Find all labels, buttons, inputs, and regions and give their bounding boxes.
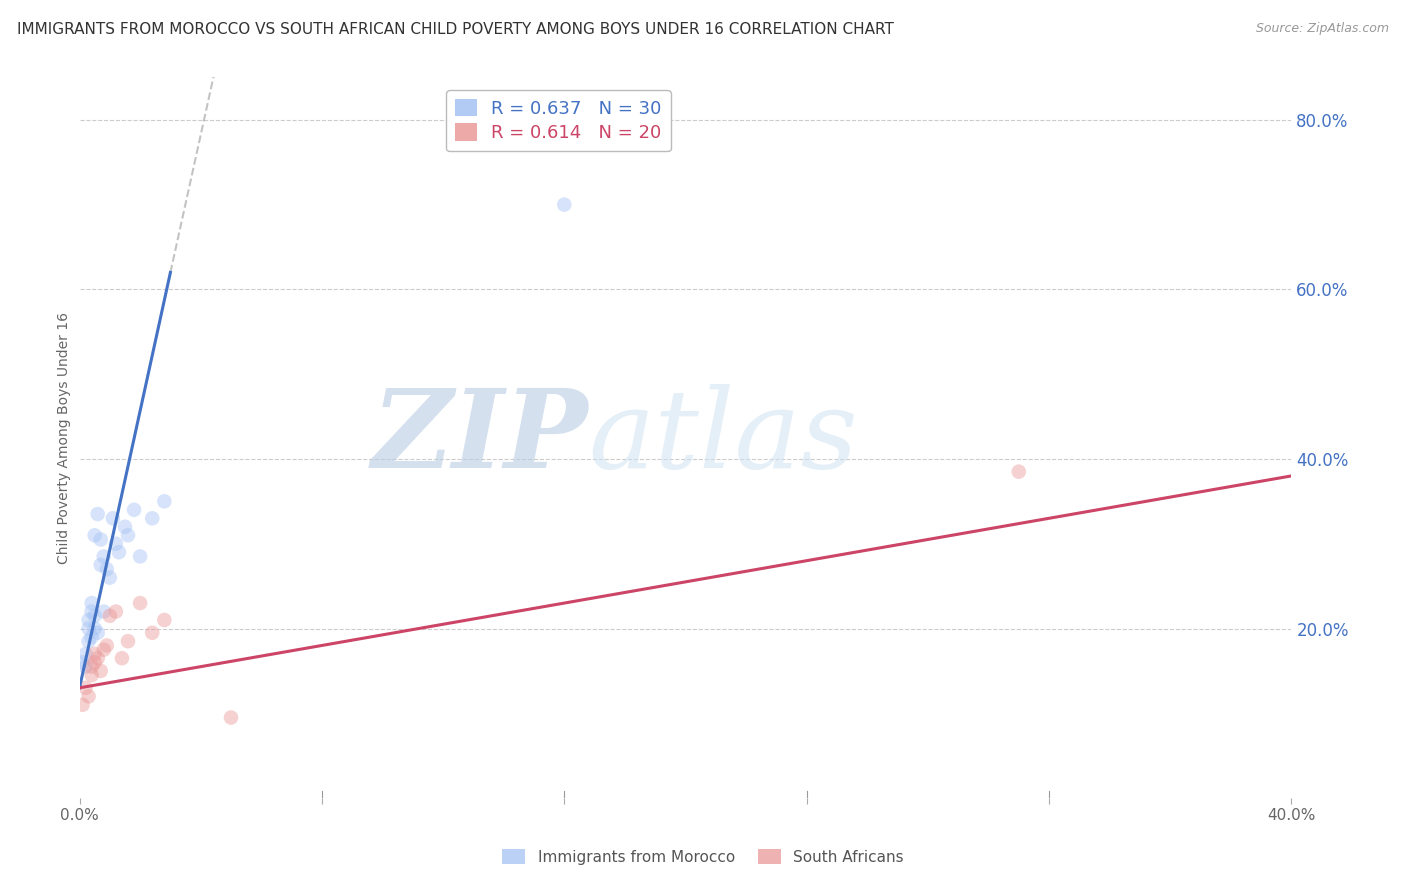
Point [77,622,100,636]
Text: atlas: atlas [589,384,858,491]
Point [122,503,145,517]
Point [141,625,163,640]
Point [111,651,134,665]
Point [75,681,97,695]
Point [114,520,136,534]
Point [117,634,139,648]
Text: IMMIGRANTS FROM MOROCCO VS SOUTH AFRICAN CHILD POVERTY AMONG BOYS UNDER 16 CORRE: IMMIGRANTS FROM MOROCCO VS SOUTH AFRICAN… [17,22,894,37]
Point [96,639,118,653]
Point [90,664,112,678]
Legend: Immigrants from Morocco, South Africans: Immigrants from Morocco, South Africans [496,843,910,871]
Y-axis label: Child Poverty Among Boys Under 16: Child Poverty Among Boys Under 16 [58,311,72,564]
Point [93,605,115,619]
Point [129,549,152,564]
Point [80,605,103,619]
Point [80,659,103,673]
Point [101,511,124,525]
Point [83,656,105,670]
Point [80,630,103,644]
Point [153,613,176,627]
Legend: R = 0.637   N = 30, R = 0.614   N = 20: R = 0.637 N = 30, R = 0.614 N = 20 [446,90,671,151]
Point [1008,465,1031,479]
Point [98,608,121,623]
Point [83,647,105,661]
Point [77,690,100,704]
Point [90,558,112,572]
Point [153,494,176,508]
Point [72,698,94,712]
Point [129,596,152,610]
Point [86,625,108,640]
Text: ZIP: ZIP [373,384,589,491]
Point [77,613,100,627]
Point [80,668,103,682]
Point [93,549,115,564]
Point [77,634,100,648]
Point [75,659,97,673]
Point [98,571,121,585]
Point [83,608,105,623]
Point [108,545,131,559]
Point [117,528,139,542]
Point [90,533,112,547]
Point [141,511,163,525]
Point [83,622,105,636]
Point [86,651,108,665]
Point [96,562,118,576]
Text: Source: ZipAtlas.com: Source: ZipAtlas.com [1256,22,1389,36]
Point [104,537,127,551]
Point [86,507,108,521]
Point [219,710,242,724]
Point [72,656,94,670]
Point [80,596,103,610]
Point [75,647,97,661]
Point [93,642,115,657]
Point [104,605,127,619]
Point [553,197,575,211]
Point [83,528,105,542]
